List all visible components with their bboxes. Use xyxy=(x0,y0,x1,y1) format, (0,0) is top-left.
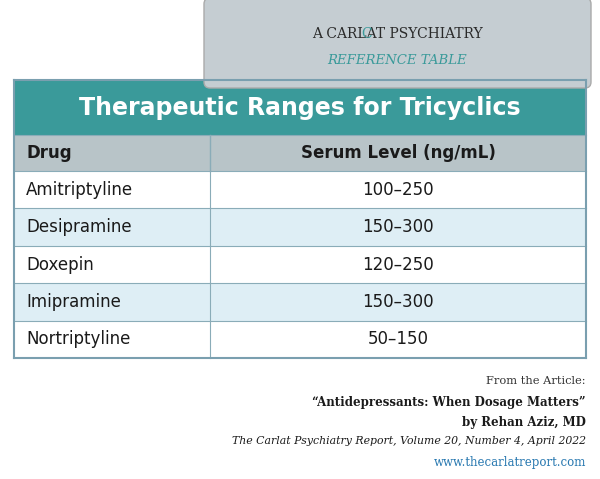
Text: REFERENCE TABLE: REFERENCE TABLE xyxy=(328,54,467,67)
Bar xyxy=(14,80,586,135)
Text: C: C xyxy=(361,27,372,41)
FancyBboxPatch shape xyxy=(204,0,591,88)
Text: Nortriptyline: Nortriptyline xyxy=(26,331,130,348)
Text: www.thecarlatreport.com: www.thecarlatreport.com xyxy=(434,456,586,469)
Bar xyxy=(14,135,586,171)
Bar xyxy=(14,320,586,358)
Bar xyxy=(14,171,586,208)
Bar xyxy=(14,208,586,246)
Text: Amitriptyline: Amitriptyline xyxy=(26,181,133,199)
Text: Serum Level (ng/mL): Serum Level (ng/mL) xyxy=(301,144,496,162)
Text: From the Article:: From the Article: xyxy=(487,376,586,386)
Bar xyxy=(14,246,586,283)
Text: Drug: Drug xyxy=(26,144,71,162)
Text: by ​Rehan Aziz, MD: by ​Rehan Aziz, MD xyxy=(462,416,586,429)
Text: The Carlat Psychiatry Report, Volume 20, Number 4, April 2022: The Carlat Psychiatry Report, Volume 20,… xyxy=(232,436,586,446)
Bar xyxy=(14,283,586,320)
Text: Doxepin: Doxepin xyxy=(26,255,94,274)
Text: Imipramine: Imipramine xyxy=(26,293,121,311)
Text: 100–250: 100–250 xyxy=(362,181,434,199)
Text: Therapeutic Ranges for Tricyclics: Therapeutic Ranges for Tricyclics xyxy=(79,95,521,119)
Text: A CARLAT PSYCHIATRY: A CARLAT PSYCHIATRY xyxy=(312,27,483,41)
Text: 150–300: 150–300 xyxy=(362,218,434,236)
Text: Desipramine: Desipramine xyxy=(26,218,131,236)
Text: 150–300: 150–300 xyxy=(362,293,434,311)
Text: “Antidepressants: When Dosage Matters”: “Antidepressants: When Dosage Matters” xyxy=(313,396,586,409)
Text: 50–150: 50–150 xyxy=(367,331,428,348)
Text: 120–250: 120–250 xyxy=(362,255,434,274)
